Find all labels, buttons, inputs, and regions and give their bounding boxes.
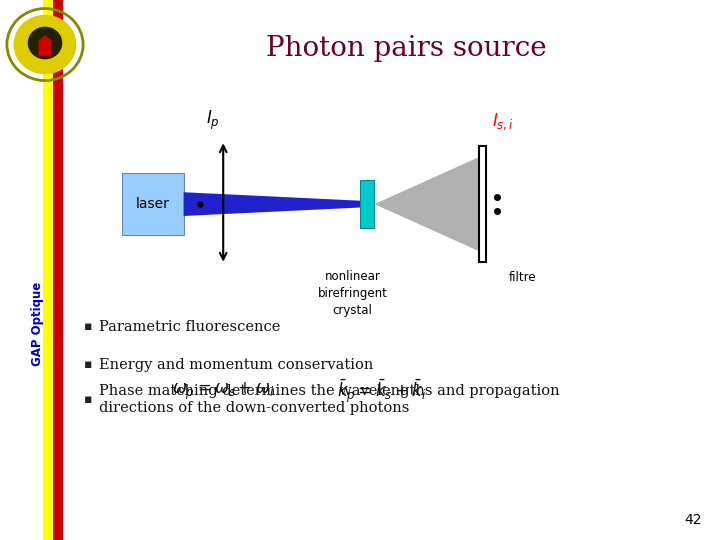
Bar [43,0,53,540]
Text: Energy and momentum conservation: Energy and momentum conservation [99,357,374,372]
Circle shape [29,28,62,59]
Text: 42: 42 [685,512,702,526]
Text: $\omega_p = \omega_s + \omega_i$: $\omega_p = \omega_s + \omega_i$ [172,381,274,402]
Bar [53,0,63,540]
Polygon shape [38,35,52,56]
Polygon shape [184,192,364,216]
Text: Phase matching determines the wavelengths and propagation
directions of the down: Phase matching determines the wavelength… [99,384,560,415]
Text: ▪: ▪ [84,320,92,333]
Text: $I_{s,i}$: $I_{s,i}$ [492,112,513,132]
Text: ▪: ▪ [84,393,92,406]
Polygon shape [374,156,482,253]
Text: filtre: filtre [509,271,536,284]
Bar [122,173,184,235]
Text: $\bar{k}_p = \bar{k}_s + \bar{k}_i$: $\bar{k}_p = \bar{k}_s + \bar{k}_i$ [337,377,426,406]
Text: ▪: ▪ [84,358,92,371]
Text: GAP Optique: GAP Optique [31,282,44,366]
Text: Photon pairs source: Photon pairs source [266,35,547,62]
Text: $I_p$: $I_p$ [205,109,220,132]
Text: laser: laser [136,197,170,211]
Bar [360,180,374,228]
Text: nonlinear
birefringent
crystal: nonlinear birefringent crystal [318,270,388,317]
Circle shape [14,15,76,75]
Bar [479,146,486,262]
Text: Parametric fluorescence: Parametric fluorescence [99,320,281,334]
